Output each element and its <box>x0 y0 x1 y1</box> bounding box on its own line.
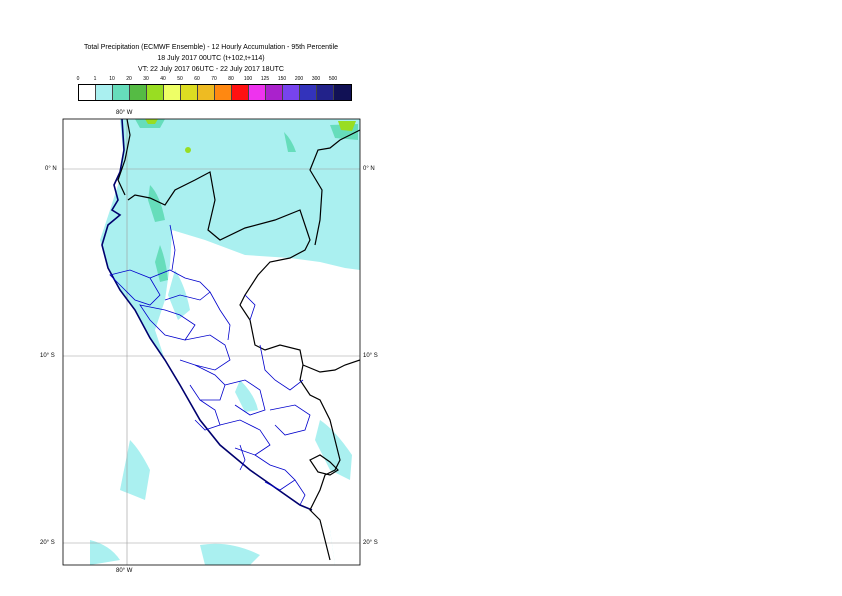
legend-swatch <box>130 85 147 100</box>
lat-10-right: 10° S <box>363 353 378 359</box>
lat-0-right: 0° N <box>363 166 375 172</box>
legend-swatch <box>198 85 215 100</box>
legend-swatch <box>300 85 317 100</box>
legend-swatch <box>96 85 113 100</box>
legend-tick: 60 <box>194 76 200 82</box>
lat-20-right: 20° S <box>363 540 378 546</box>
map-frame <box>62 118 361 566</box>
legend-swatch <box>181 85 198 100</box>
legend-swatch <box>113 85 130 100</box>
legend-tick: 1 <box>93 76 97 82</box>
legend-swatch <box>215 85 232 100</box>
legend-tick: 0 <box>76 76 80 82</box>
lon-label-top: 80° W <box>116 110 133 116</box>
country-borders <box>117 119 360 561</box>
graticule <box>63 119 360 565</box>
valid-time: VT: 22 July 2017 06UTC - 22 July 2017 18… <box>138 66 284 73</box>
run-time: 18 July 2017 00UTC (t+102,t+114) <box>157 55 265 62</box>
lat-0-left: 0° N <box>45 166 57 172</box>
legend-tick: 150 <box>277 76 287 82</box>
legend-swatch <box>334 85 351 100</box>
admin-boundaries <box>109 224 311 506</box>
map-title: Total Precipitation (ECMWF Ensemble) - 1… <box>83 44 339 51</box>
legend-swatch <box>232 85 249 100</box>
lake-titicaca <box>309 454 339 476</box>
legend-tick: 125 <box>260 76 270 82</box>
lat-20-left: 20° S <box>40 540 55 546</box>
legend-tick: 200 <box>294 76 304 82</box>
legend-swatch <box>317 85 334 100</box>
legend-tick-labels: 0 1 10 20 30 40 50 60 70 80 100 125 150 200 300 500 <box>76 76 348 84</box>
precip-heavy-area <box>145 119 356 153</box>
legend-tick: 80 <box>228 76 234 82</box>
legend-swatch <box>283 85 300 100</box>
legend-tick: 300 <box>311 76 321 82</box>
legend-tick: 70 <box>211 76 217 82</box>
precip-light-area <box>90 270 352 565</box>
legend-tick: 500 <box>328 76 338 82</box>
legend-swatch <box>79 85 96 100</box>
legend-tick: 10 <box>109 76 115 82</box>
legend-swatch <box>164 85 181 100</box>
legend-swatch <box>266 85 283 100</box>
legend-color-bar <box>78 84 352 101</box>
legend-tick: 40 <box>160 76 166 82</box>
dry-land <box>155 230 360 565</box>
legend-tick: 50 <box>177 76 183 82</box>
legend-tick: 100 <box>243 76 253 82</box>
legend-swatch <box>147 85 164 100</box>
legend-swatch <box>249 85 266 100</box>
lat-10-left: 10° S <box>40 353 55 359</box>
legend-tick: 20 <box>126 76 132 82</box>
legend-tick: 30 <box>143 76 149 82</box>
lon-label-bottom: 80° W <box>116 568 133 574</box>
